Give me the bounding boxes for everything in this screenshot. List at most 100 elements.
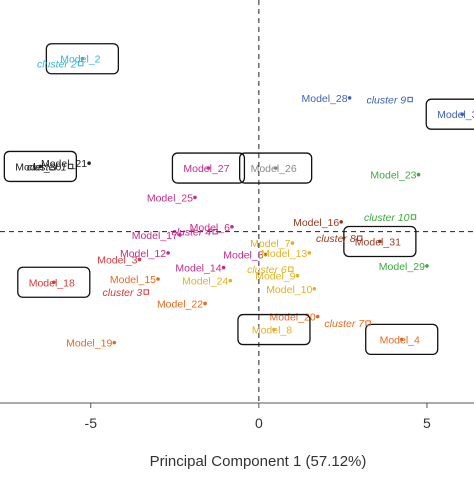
- point-label: Model_28: [301, 93, 347, 105]
- point-label: Model_19: [66, 338, 112, 350]
- point-label: Model_9: [255, 271, 295, 283]
- highlight-box: [45, 43, 120, 75]
- highlight-box: [237, 313, 311, 346]
- point-label: Model_15: [110, 274, 156, 286]
- point-marker: [206, 166, 211, 170]
- point-label: Model_22: [157, 298, 203, 310]
- cluster-centroid: cluster 10: [364, 212, 417, 224]
- cluster-centroid: cluster 6: [247, 264, 294, 276]
- highlight-box: [239, 152, 313, 184]
- point-label: Model_5: [223, 250, 263, 262]
- model-point: Model_14: [175, 263, 226, 275]
- point-label: Model_29: [379, 261, 425, 273]
- cluster-centroids: cluster 2 cluster 9 cluster 1 cluster 10 clu…: [27, 59, 417, 330]
- model-point: Model_13: [261, 248, 312, 260]
- point-marker: [312, 286, 317, 291]
- centroid-marker: [77, 60, 84, 67]
- cluster-centroid: cluster 9: [366, 95, 413, 107]
- model-point: Model_23: [370, 170, 421, 182]
- point-marker: [295, 273, 300, 278]
- highlight-box: [3, 150, 77, 183]
- point-label: Model_13: [261, 248, 307, 260]
- model-point: Model_17: [132, 230, 182, 242]
- point-label: Model_18: [29, 277, 75, 289]
- centroid-marker: [212, 228, 218, 235]
- centroid-label: cluster 4: [171, 227, 211, 239]
- point-marker: [203, 301, 207, 306]
- point-marker: [51, 280, 56, 285]
- model-point: Model_12: [120, 248, 170, 260]
- point-label: Model_12: [120, 248, 166, 260]
- model-point: Model_24: [182, 276, 233, 288]
- highlight-box: [17, 266, 91, 298]
- cluster-centroid: cluster 3: [103, 287, 149, 299]
- point-label: Model_24: [182, 276, 228, 288]
- point-label: Model_31: [355, 236, 401, 248]
- highlight-box: [425, 98, 474, 130]
- highlight-box: [365, 323, 439, 356]
- point-marker: [166, 251, 170, 255]
- centroid-label: cluster 8: [316, 233, 356, 245]
- point-marker: [230, 224, 234, 229]
- point-label: Model_23: [370, 170, 416, 182]
- point-marker: [460, 112, 465, 117]
- point-marker: [137, 257, 142, 262]
- cluster-centroid: cluster 4: [171, 227, 218, 239]
- point-label: Model_10: [266, 284, 312, 296]
- model-point: Model_4: [365, 323, 439, 356]
- reference-lines: [0, 0, 474, 403]
- point-marker: [290, 241, 295, 245]
- model-point: Model_2: [45, 43, 120, 75]
- centroid-marker: [67, 163, 74, 170]
- model-point: Model_30: [3, 150, 77, 183]
- centroid-marker: [143, 289, 149, 295]
- point-label: Model_2: [60, 54, 100, 66]
- point-marker: [273, 166, 278, 170]
- model-point: Model_18: [17, 266, 91, 298]
- centroid-label: cluster 9: [366, 95, 406, 107]
- centroid-marker: [410, 214, 417, 220]
- model-point: Model_10: [266, 284, 317, 296]
- point-marker: [399, 337, 404, 342]
- point-label: Model_8: [252, 325, 292, 337]
- point-label: Model_16: [293, 217, 339, 229]
- centroid-marker: [288, 266, 294, 272]
- model-point: Model_22: [157, 298, 207, 310]
- point-marker: [307, 251, 312, 255]
- model-point: Model_29: [379, 261, 429, 273]
- highlight-box: [343, 225, 417, 258]
- model-point: Model_32: [425, 98, 474, 130]
- point-label: Model_26: [251, 163, 297, 175]
- point-label: Model_32: [437, 109, 474, 121]
- centroid-marker: [357, 235, 363, 241]
- point-marker: [80, 56, 85, 61]
- point-marker: [178, 233, 182, 237]
- x-tick-label: -5: [85, 415, 98, 431]
- point-label: Model_21: [41, 158, 87, 170]
- centroid-marker: [407, 96, 413, 103]
- centroid-marker: [365, 320, 371, 326]
- model-point: Model_26: [239, 152, 313, 184]
- point-label: Model_3: [97, 254, 137, 266]
- point-label: Model_4: [380, 334, 420, 346]
- model-point: Model_9: [255, 271, 300, 283]
- centroid-label: cluster 3: [103, 287, 143, 299]
- point-marker: [221, 265, 226, 270]
- point-marker: [228, 278, 233, 283]
- centroid-label: cluster 10: [364, 212, 410, 224]
- point-label: Model_14: [175, 263, 221, 275]
- x-axis-title: Principal Component 1 (57.12%): [150, 453, 367, 470]
- model-point: Model_15: [110, 274, 160, 286]
- point-label: Model_30: [15, 161, 61, 173]
- cluster-centroid: cluster 2: [37, 59, 84, 71]
- highlight-box: [171, 152, 246, 184]
- point-marker: [425, 264, 429, 268]
- model-point: Model_19: [66, 338, 117, 350]
- model-point: Model_25: [147, 192, 197, 204]
- point-marker: [87, 161, 91, 165]
- point-label: Model_6: [190, 222, 230, 234]
- model-point: Model_8: [237, 313, 311, 346]
